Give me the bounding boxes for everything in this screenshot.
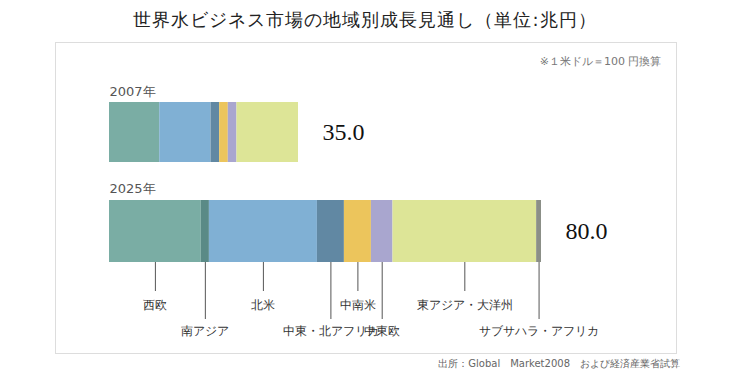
svg-text:2007年: 2007年 <box>110 84 156 99</box>
svg-text:中南米: 中南米 <box>340 298 376 312</box>
svg-text:北米: 北米 <box>251 298 275 312</box>
html-text:世界水ビジネス市場の地域別成長見通し（単位:兆円）: 世界水ビジネス市場の地域別成長見通し（単位:兆円） <box>133 9 597 30</box>
svg-text:南アジア: 南アジア <box>181 324 229 338</box>
svg-text:※１米ドル＝100 円換算: ※１米ドル＝100 円換算 <box>540 55 662 68</box>
svg-text:35.0: 35.0 <box>323 119 365 145</box>
svg-text:中東・北アフリカ: 中東・北アフリカ <box>282 324 379 339</box>
html-text:出所：Global Market2008 および経済産業省試: 出所：Global Market2008 および経済産業省試算 <box>438 358 680 369</box>
svg-text:80.0: 80.0 <box>566 218 608 244</box>
svg-text:サブサハラ・アフリカ: サブサハラ・アフリカ <box>479 324 599 338</box>
svg-text:中東欧: 中東欧 <box>364 324 400 338</box>
svg-text:西欧: 西欧 <box>143 298 167 312</box>
svg-text:東アジア・大洋州: 東アジア・大洋州 <box>417 298 513 312</box>
svg-text:2025年: 2025年 <box>110 181 156 196</box>
